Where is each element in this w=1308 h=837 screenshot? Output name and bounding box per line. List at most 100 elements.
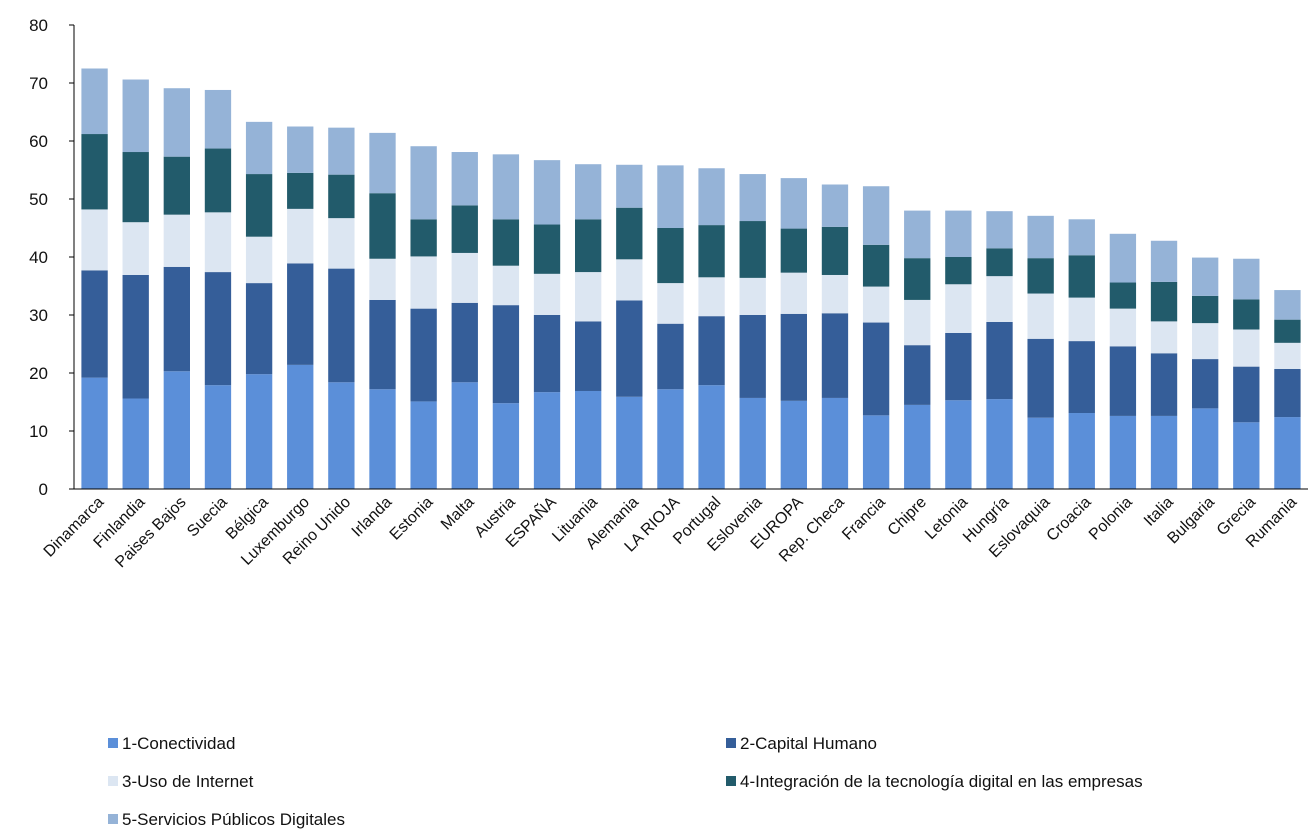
bar-segment-s5 — [122, 79, 149, 153]
y-tick-label: 0 — [39, 480, 48, 499]
bar-segment-s3 — [492, 265, 520, 306]
bar-segment-s1 — [739, 397, 766, 489]
x-tick-label: Polonia — [1086, 494, 1136, 544]
bar-segment-s3 — [1192, 323, 1219, 360]
bar-segment-s1 — [698, 385, 725, 489]
bar-segment-s2 — [163, 266, 190, 372]
y-tick-label: 70 — [29, 74, 48, 93]
bar-segment-s5 — [1233, 258, 1260, 300]
legend-swatch — [108, 776, 118, 786]
bar-segment-s3 — [533, 273, 561, 315]
y-tick-label: 50 — [29, 190, 48, 209]
bar-segment-s2 — [945, 332, 972, 401]
legend-label: 2-Capital Humano — [740, 734, 877, 753]
bar-segment-s4 — [1192, 295, 1219, 324]
bar-segment-s2 — [1027, 338, 1054, 418]
bar-segment-s3 — [81, 209, 108, 271]
bar-segment-s2 — [410, 308, 437, 402]
bar-segment-s5 — [369, 132, 396, 194]
bar-segment-s3 — [1109, 308, 1137, 347]
bar-segment-s2 — [575, 321, 602, 391]
bar-segment-s1 — [204, 385, 232, 489]
bar-segment-s2 — [81, 270, 108, 378]
bar-segment-s3 — [122, 222, 149, 275]
bar-segment-s1 — [410, 401, 437, 489]
bar-segment-s5 — [616, 164, 643, 208]
bar-segment-s2 — [204, 272, 232, 386]
bar-segment-s3 — [986, 276, 1013, 322]
x-tick-label: Suecia — [184, 494, 231, 541]
bar-segment-s5 — [204, 89, 232, 149]
legend-swatch — [108, 814, 118, 824]
bar-segment-s4 — [945, 257, 972, 285]
bar-segment-s4 — [1274, 319, 1301, 343]
bar-segment-s4 — [328, 174, 355, 219]
bar-segment-s2 — [451, 302, 478, 383]
bar-segment-s4 — [204, 148, 232, 213]
bar-segment-s5 — [780, 178, 807, 229]
bar-segment-s4 — [657, 228, 684, 284]
bar-segment-s4 — [1233, 299, 1260, 330]
legend-item: 3-Uso de Internet — [108, 772, 254, 791]
bar-segment-s4 — [81, 134, 108, 210]
legend-label: 3-Uso de Internet — [122, 772, 254, 791]
bar-segment-s4 — [1068, 255, 1095, 298]
bar-segment-s5 — [287, 126, 314, 173]
x-tick-label: Francia — [839, 494, 889, 544]
x-tick-label: Croacia — [1044, 494, 1095, 545]
legend-label: 1-Conectividad — [122, 734, 235, 753]
bar-segment-s1 — [780, 400, 807, 489]
x-tick-label: Estonia — [387, 494, 437, 544]
bar-segment-s5 — [986, 211, 1013, 249]
bar-segment-s3 — [1274, 342, 1301, 369]
bar-segment-s5 — [81, 68, 108, 135]
bar-segment-s2 — [1109, 346, 1137, 416]
bar-segment-s1 — [1027, 417, 1054, 489]
bar-segment-s4 — [163, 156, 190, 215]
bar-segment-s3 — [657, 283, 684, 324]
bar-segment-s1 — [862, 415, 890, 489]
bar-segment-s4 — [739, 221, 766, 278]
bar-segment-s3 — [287, 208, 314, 264]
bar-segment-s2 — [986, 321, 1013, 400]
bar-segment-s3 — [245, 236, 273, 284]
bar-segment-s2 — [862, 322, 890, 416]
bar-segment-s4 — [1150, 281, 1178, 322]
legend-label: 4-Integración de la tecnología digital e… — [740, 772, 1143, 791]
bar-segment-s2 — [780, 313, 807, 401]
bar-segment-s5 — [1027, 215, 1054, 259]
bar-segment-s3 — [904, 299, 931, 346]
bar-segment-s1 — [1192, 408, 1219, 489]
legend-item: 1-Conectividad — [108, 734, 235, 753]
legend-swatch — [108, 738, 118, 748]
bar-segment-s2 — [739, 315, 766, 398]
bar-segment-s1 — [1109, 415, 1137, 489]
bar-segment-s5 — [245, 121, 273, 175]
bar-segment-s3 — [862, 286, 890, 323]
bar-segment-s4 — [698, 225, 725, 278]
bar-segment-s2 — [657, 323, 684, 390]
bar-segment-s1 — [492, 403, 520, 489]
bar-segment-s1 — [122, 398, 149, 489]
bar-segment-s2 — [1192, 359, 1219, 409]
bar-segment-s1 — [1068, 413, 1095, 489]
bar-segment-s3 — [1233, 329, 1260, 367]
bar-segment-s4 — [451, 205, 478, 253]
bar-segment-s4 — [410, 219, 437, 257]
bar-segment-s3 — [616, 259, 643, 301]
legend-swatch — [726, 776, 736, 786]
bar-segment-s4 — [287, 172, 314, 209]
bar-segment-s4 — [780, 228, 807, 273]
bar-segment-s2 — [328, 268, 355, 383]
bars — [81, 68, 1301, 489]
bar-segment-s5 — [163, 88, 190, 157]
bar-segment-s1 — [245, 374, 273, 489]
bar-segment-s5 — [739, 174, 766, 222]
bar-segment-s5 — [410, 146, 437, 220]
x-tick-label: Dinamarca — [41, 494, 108, 561]
bar-segment-s5 — [657, 165, 684, 228]
bar-segment-s1 — [945, 400, 972, 489]
